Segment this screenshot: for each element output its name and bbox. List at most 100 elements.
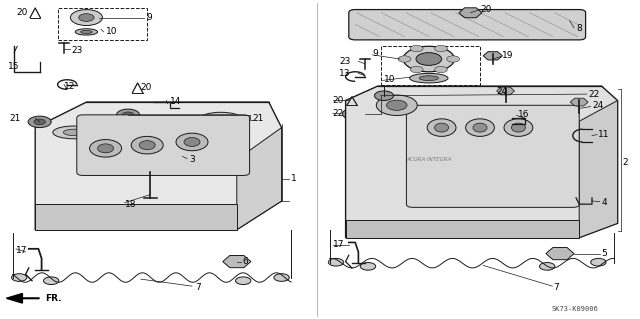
Text: 6: 6: [242, 257, 248, 266]
Ellipse shape: [473, 123, 487, 132]
Ellipse shape: [184, 137, 200, 146]
Circle shape: [70, 10, 102, 26]
Text: 5: 5: [602, 249, 607, 258]
Text: 17: 17: [16, 246, 28, 255]
Bar: [381, 46, 480, 85]
Text: 10: 10: [384, 75, 396, 84]
Ellipse shape: [108, 124, 129, 131]
Circle shape: [416, 53, 442, 65]
Circle shape: [435, 45, 447, 52]
Ellipse shape: [410, 73, 448, 83]
Text: 18: 18: [125, 200, 136, 209]
Ellipse shape: [149, 116, 191, 129]
Text: 10: 10: [106, 27, 117, 36]
Text: 21: 21: [253, 114, 264, 122]
Polygon shape: [237, 128, 282, 230]
Circle shape: [447, 56, 460, 62]
Polygon shape: [35, 204, 237, 230]
Text: 9: 9: [372, 49, 378, 58]
Ellipse shape: [504, 119, 533, 137]
Circle shape: [12, 274, 27, 281]
Ellipse shape: [428, 119, 456, 137]
Text: 20: 20: [141, 83, 152, 92]
Circle shape: [435, 66, 447, 73]
Text: 20: 20: [333, 96, 344, 105]
Circle shape: [540, 263, 555, 270]
Circle shape: [122, 112, 134, 118]
Text: SK73-K09006: SK73-K09006: [552, 307, 598, 312]
Text: 20: 20: [16, 8, 28, 17]
Text: 13: 13: [339, 69, 351, 78]
Text: 19: 19: [502, 51, 514, 60]
Text: 22: 22: [589, 90, 600, 99]
Circle shape: [342, 108, 365, 120]
Text: 2: 2: [623, 158, 628, 167]
Circle shape: [410, 66, 423, 73]
Circle shape: [348, 111, 360, 117]
Circle shape: [116, 109, 140, 121]
Circle shape: [387, 100, 407, 110]
Text: 12: 12: [64, 82, 76, 91]
Text: 9: 9: [146, 13, 152, 22]
Text: 21: 21: [10, 114, 21, 122]
Ellipse shape: [211, 115, 231, 122]
FancyBboxPatch shape: [406, 105, 579, 207]
Circle shape: [34, 119, 45, 125]
Ellipse shape: [511, 123, 525, 132]
Ellipse shape: [63, 129, 84, 136]
Circle shape: [410, 45, 423, 52]
Text: 7: 7: [554, 283, 559, 292]
Ellipse shape: [419, 76, 438, 81]
Bar: [58, 8, 147, 40]
Ellipse shape: [81, 30, 92, 33]
Text: 15: 15: [8, 63, 19, 71]
Text: ACURA INTEGRA: ACURA INTEGRA: [406, 157, 452, 162]
Circle shape: [376, 95, 417, 115]
Polygon shape: [579, 100, 618, 238]
Circle shape: [374, 91, 394, 100]
Ellipse shape: [98, 121, 140, 134]
Text: 3: 3: [189, 155, 195, 164]
Polygon shape: [6, 293, 22, 303]
Circle shape: [274, 274, 289, 281]
Ellipse shape: [90, 139, 122, 157]
Ellipse shape: [200, 112, 242, 125]
Ellipse shape: [53, 126, 95, 139]
Circle shape: [79, 14, 94, 21]
Ellipse shape: [140, 141, 156, 150]
Text: 11: 11: [598, 130, 610, 139]
Ellipse shape: [159, 120, 180, 126]
Polygon shape: [346, 220, 579, 238]
Circle shape: [236, 277, 251, 285]
Text: 24: 24: [592, 101, 604, 110]
Circle shape: [591, 258, 606, 266]
Circle shape: [403, 46, 454, 72]
FancyBboxPatch shape: [349, 10, 586, 40]
Ellipse shape: [131, 136, 163, 154]
Text: 24: 24: [496, 87, 508, 96]
Circle shape: [328, 258, 344, 266]
Text: 20: 20: [480, 5, 492, 14]
Ellipse shape: [466, 119, 495, 137]
Text: 4: 4: [602, 198, 607, 207]
Text: FR.: FR.: [45, 294, 61, 303]
Ellipse shape: [435, 123, 449, 132]
Text: 7: 7: [195, 283, 201, 292]
Circle shape: [28, 116, 51, 128]
Text: 1: 1: [291, 174, 297, 183]
Polygon shape: [346, 86, 618, 238]
Circle shape: [398, 56, 411, 62]
Circle shape: [44, 277, 59, 285]
Ellipse shape: [76, 29, 98, 35]
Ellipse shape: [176, 133, 208, 151]
Text: 23: 23: [72, 46, 83, 55]
Text: 17: 17: [333, 240, 344, 249]
FancyBboxPatch shape: [77, 115, 250, 175]
Text: 8: 8: [576, 24, 582, 33]
Circle shape: [360, 263, 376, 270]
Text: 22: 22: [333, 109, 344, 118]
Text: 14: 14: [170, 97, 181, 106]
Text: 16: 16: [518, 110, 530, 119]
Text: 23: 23: [339, 57, 351, 66]
Polygon shape: [35, 102, 282, 230]
